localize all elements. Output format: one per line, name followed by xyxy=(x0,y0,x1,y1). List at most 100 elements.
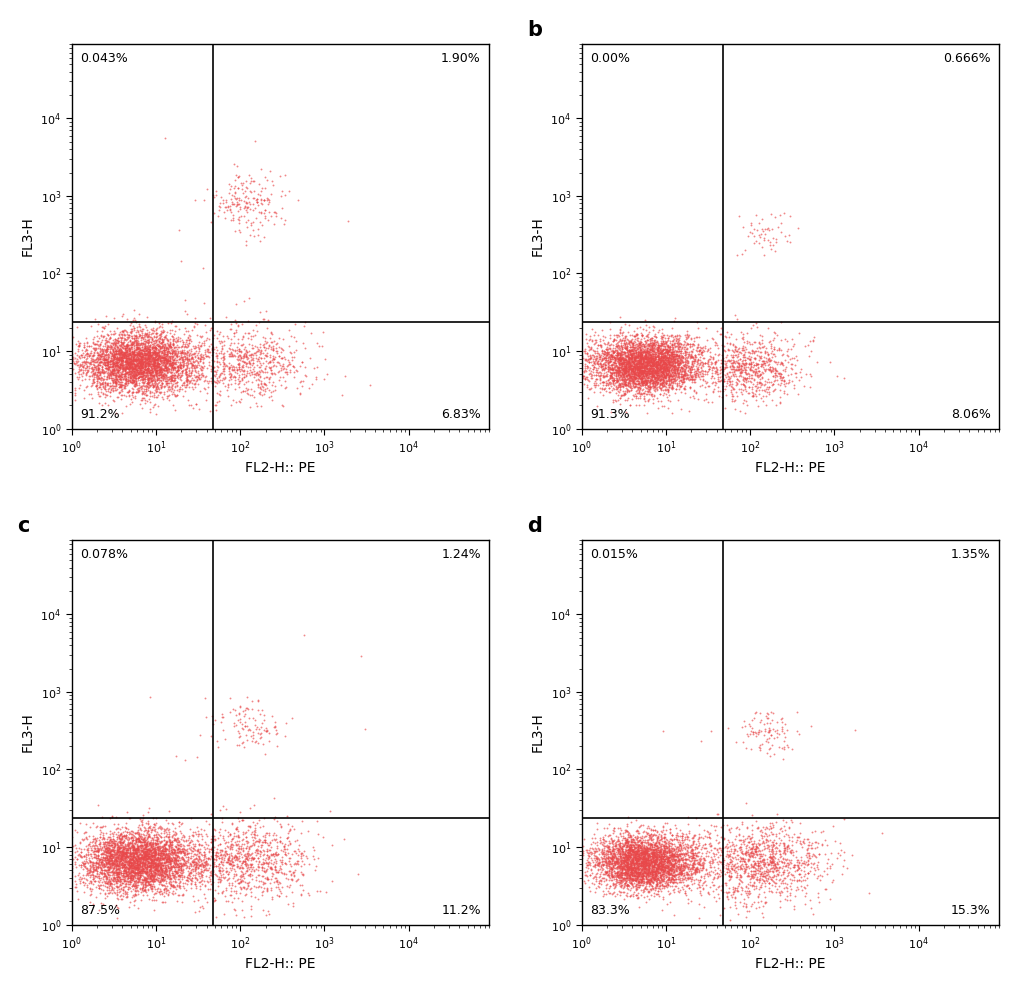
Point xyxy=(630,846,646,862)
Point xyxy=(636,373,652,389)
Point xyxy=(181,835,198,851)
Point xyxy=(641,354,657,370)
Point xyxy=(88,377,104,393)
Point xyxy=(146,385,162,401)
Point xyxy=(133,374,150,390)
Point xyxy=(120,347,137,363)
Point xyxy=(119,835,136,851)
Point xyxy=(149,856,165,872)
Point xyxy=(160,347,176,363)
Point xyxy=(611,359,628,375)
Point xyxy=(96,865,112,881)
Point xyxy=(174,345,191,361)
Point xyxy=(673,351,689,367)
Point xyxy=(618,360,634,376)
Point xyxy=(111,846,127,862)
Point xyxy=(105,846,121,862)
Point xyxy=(137,347,153,363)
Point xyxy=(101,850,117,866)
Point xyxy=(100,859,116,875)
Point xyxy=(115,857,131,873)
Point xyxy=(632,359,648,375)
Point xyxy=(269,845,285,861)
Point xyxy=(261,192,277,208)
Point xyxy=(156,881,172,897)
Point xyxy=(629,851,645,867)
Point xyxy=(182,856,199,872)
Point xyxy=(646,373,662,389)
Point xyxy=(140,351,156,367)
Point xyxy=(117,346,133,362)
Point xyxy=(698,822,714,838)
Point xyxy=(143,834,159,850)
Point xyxy=(630,365,646,381)
Point xyxy=(729,352,745,368)
Point xyxy=(111,864,127,880)
Point xyxy=(245,190,261,206)
Point xyxy=(248,367,264,383)
Point xyxy=(590,857,606,873)
Point xyxy=(152,847,168,863)
Point xyxy=(635,351,651,367)
Point xyxy=(764,376,781,392)
Point xyxy=(598,855,614,871)
Point xyxy=(130,353,147,369)
Point xyxy=(640,366,656,382)
Point xyxy=(652,365,668,381)
Point xyxy=(203,834,219,850)
Point xyxy=(655,345,672,361)
Point xyxy=(139,361,155,377)
Point xyxy=(163,312,179,328)
Point xyxy=(683,841,699,857)
Point xyxy=(608,372,625,388)
Point xyxy=(758,715,774,731)
Point xyxy=(598,341,614,357)
Point xyxy=(581,856,597,872)
Point xyxy=(119,871,136,887)
Point xyxy=(580,351,596,367)
Point xyxy=(643,857,659,873)
Point xyxy=(667,348,684,364)
Point xyxy=(630,367,646,383)
Point xyxy=(91,880,107,896)
Point xyxy=(630,367,646,383)
Point xyxy=(246,227,262,243)
Point xyxy=(567,854,583,870)
Point xyxy=(265,810,281,826)
Point xyxy=(155,867,171,883)
Point xyxy=(675,332,691,348)
Point xyxy=(610,354,627,370)
Point xyxy=(124,346,141,362)
Point xyxy=(600,839,616,855)
Point xyxy=(162,867,178,883)
Point xyxy=(640,856,656,872)
Point xyxy=(91,832,107,848)
Point xyxy=(91,836,107,852)
Point xyxy=(654,372,671,388)
Point xyxy=(659,354,676,370)
Point xyxy=(151,374,167,390)
Point xyxy=(98,340,114,356)
Point xyxy=(201,850,217,866)
Point xyxy=(279,352,296,368)
Point xyxy=(126,369,143,385)
Point xyxy=(660,853,677,869)
Point xyxy=(176,345,193,361)
Point xyxy=(636,353,652,369)
Point xyxy=(250,379,266,395)
Point xyxy=(143,865,159,881)
Point xyxy=(219,866,235,882)
Point xyxy=(167,344,183,360)
Point xyxy=(260,850,276,866)
Point xyxy=(656,351,673,367)
Point xyxy=(642,371,658,387)
Point xyxy=(656,357,673,373)
Point xyxy=(105,865,121,881)
Point xyxy=(657,379,674,395)
Point xyxy=(621,347,637,363)
Point xyxy=(250,850,266,866)
Point xyxy=(674,347,690,363)
Point xyxy=(682,343,698,359)
Point xyxy=(620,839,636,855)
Point xyxy=(125,851,142,867)
